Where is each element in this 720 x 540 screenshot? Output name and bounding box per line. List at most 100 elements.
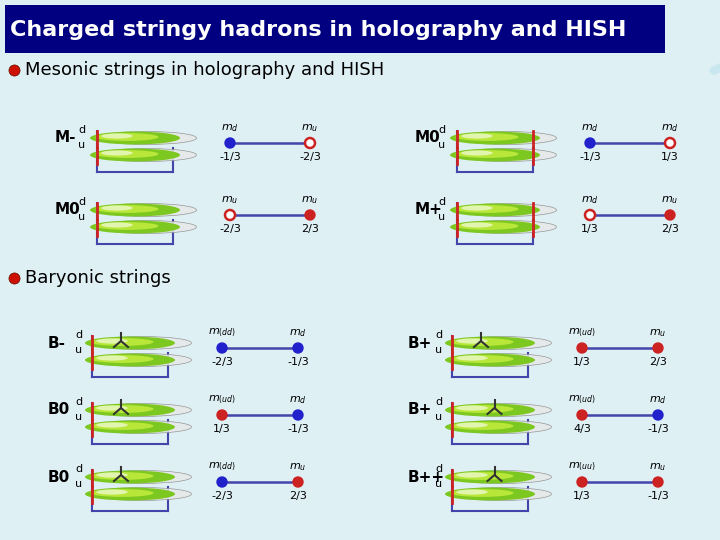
Text: $m_{u}$: $m_{u}$ — [301, 122, 319, 134]
Ellipse shape — [96, 205, 158, 213]
Circle shape — [305, 138, 315, 148]
Text: d: d — [75, 397, 82, 407]
Text: u: u — [435, 479, 442, 489]
Text: d: d — [438, 125, 445, 135]
Ellipse shape — [456, 472, 487, 477]
Ellipse shape — [445, 336, 535, 349]
Ellipse shape — [457, 204, 557, 217]
Ellipse shape — [91, 355, 153, 363]
Ellipse shape — [85, 488, 175, 501]
Ellipse shape — [452, 354, 552, 367]
Ellipse shape — [92, 421, 192, 434]
Text: d: d — [435, 330, 442, 340]
Text: 2/3: 2/3 — [661, 224, 679, 234]
Text: M0: M0 — [415, 131, 441, 145]
Text: u: u — [438, 212, 445, 222]
Circle shape — [585, 210, 595, 220]
Text: -1/3: -1/3 — [647, 424, 669, 434]
Ellipse shape — [456, 150, 518, 158]
Ellipse shape — [91, 472, 153, 480]
Ellipse shape — [90, 148, 180, 161]
Text: d: d — [78, 197, 85, 207]
Ellipse shape — [450, 220, 540, 233]
Ellipse shape — [462, 151, 492, 156]
Ellipse shape — [452, 470, 552, 483]
Text: $m_{(ud)}$: $m_{(ud)}$ — [568, 327, 596, 339]
Circle shape — [225, 210, 235, 220]
Text: B0: B0 — [48, 469, 71, 484]
Ellipse shape — [96, 472, 127, 477]
Text: $m_{d}$: $m_{d}$ — [581, 194, 599, 206]
Text: $m_{u}$: $m_{u}$ — [661, 194, 679, 206]
Ellipse shape — [92, 488, 192, 501]
Text: -2/3: -2/3 — [219, 224, 241, 234]
Ellipse shape — [457, 132, 557, 145]
Circle shape — [217, 477, 227, 487]
Text: 1/3: 1/3 — [573, 357, 591, 367]
Text: -1/3: -1/3 — [219, 152, 241, 162]
Text: $m_{d}$: $m_{d}$ — [661, 122, 679, 134]
Ellipse shape — [92, 403, 192, 416]
Circle shape — [577, 343, 587, 353]
Ellipse shape — [451, 489, 513, 497]
Ellipse shape — [90, 132, 180, 145]
Text: u: u — [75, 412, 82, 422]
Circle shape — [665, 138, 675, 148]
Text: $m_{d}$: $m_{d}$ — [649, 394, 667, 406]
Circle shape — [585, 138, 595, 148]
Circle shape — [305, 210, 315, 220]
Text: B++: B++ — [408, 469, 445, 484]
Ellipse shape — [456, 406, 487, 410]
Text: $m_{u}$: $m_{u}$ — [221, 194, 239, 206]
Ellipse shape — [450, 132, 540, 145]
Ellipse shape — [456, 355, 487, 361]
Ellipse shape — [85, 336, 175, 349]
Text: 2/3: 2/3 — [649, 357, 667, 367]
Ellipse shape — [85, 470, 175, 483]
Text: B0: B0 — [48, 402, 71, 417]
Ellipse shape — [85, 421, 175, 434]
Text: u: u — [438, 140, 445, 150]
Text: $m_{u}$: $m_{u}$ — [289, 461, 307, 473]
Ellipse shape — [451, 338, 513, 346]
Text: Baryonic strings: Baryonic strings — [25, 269, 171, 287]
Circle shape — [225, 138, 235, 148]
Ellipse shape — [462, 133, 492, 139]
Text: $m_{(ud)}$: $m_{(ud)}$ — [208, 394, 236, 406]
Text: u: u — [75, 345, 82, 355]
Circle shape — [653, 343, 663, 353]
Ellipse shape — [450, 148, 540, 161]
Ellipse shape — [452, 336, 552, 349]
Ellipse shape — [462, 222, 492, 227]
Ellipse shape — [92, 470, 192, 483]
Ellipse shape — [96, 133, 158, 141]
Text: d: d — [75, 464, 82, 474]
Text: M0: M0 — [55, 202, 81, 218]
Text: d: d — [78, 125, 85, 135]
Ellipse shape — [85, 403, 175, 416]
Ellipse shape — [457, 148, 557, 161]
Text: $m_{u}$: $m_{u}$ — [649, 327, 667, 339]
Text: $m_{(uu)}$: $m_{(uu)}$ — [568, 461, 596, 473]
Ellipse shape — [91, 489, 153, 497]
Ellipse shape — [452, 488, 552, 501]
Ellipse shape — [97, 204, 197, 217]
Text: d: d — [438, 197, 445, 207]
Text: $m_{d}$: $m_{d}$ — [289, 327, 307, 339]
Text: -2/3: -2/3 — [299, 152, 321, 162]
Text: d: d — [75, 330, 82, 340]
Text: -1/3: -1/3 — [647, 491, 669, 501]
Text: $m_{u}$: $m_{u}$ — [649, 461, 667, 473]
Ellipse shape — [102, 133, 132, 139]
Text: $m_{d}$: $m_{d}$ — [581, 122, 599, 134]
Ellipse shape — [445, 488, 535, 501]
Ellipse shape — [85, 354, 175, 367]
Ellipse shape — [456, 205, 518, 213]
Ellipse shape — [97, 132, 197, 145]
Ellipse shape — [97, 148, 197, 161]
Text: Charged stringy hadrons in holography and HISH: Charged stringy hadrons in holography an… — [10, 20, 626, 40]
Text: $m_{(ud)}$: $m_{(ud)}$ — [568, 394, 596, 406]
Circle shape — [293, 343, 303, 353]
Ellipse shape — [451, 472, 513, 480]
Text: u: u — [78, 212, 85, 222]
